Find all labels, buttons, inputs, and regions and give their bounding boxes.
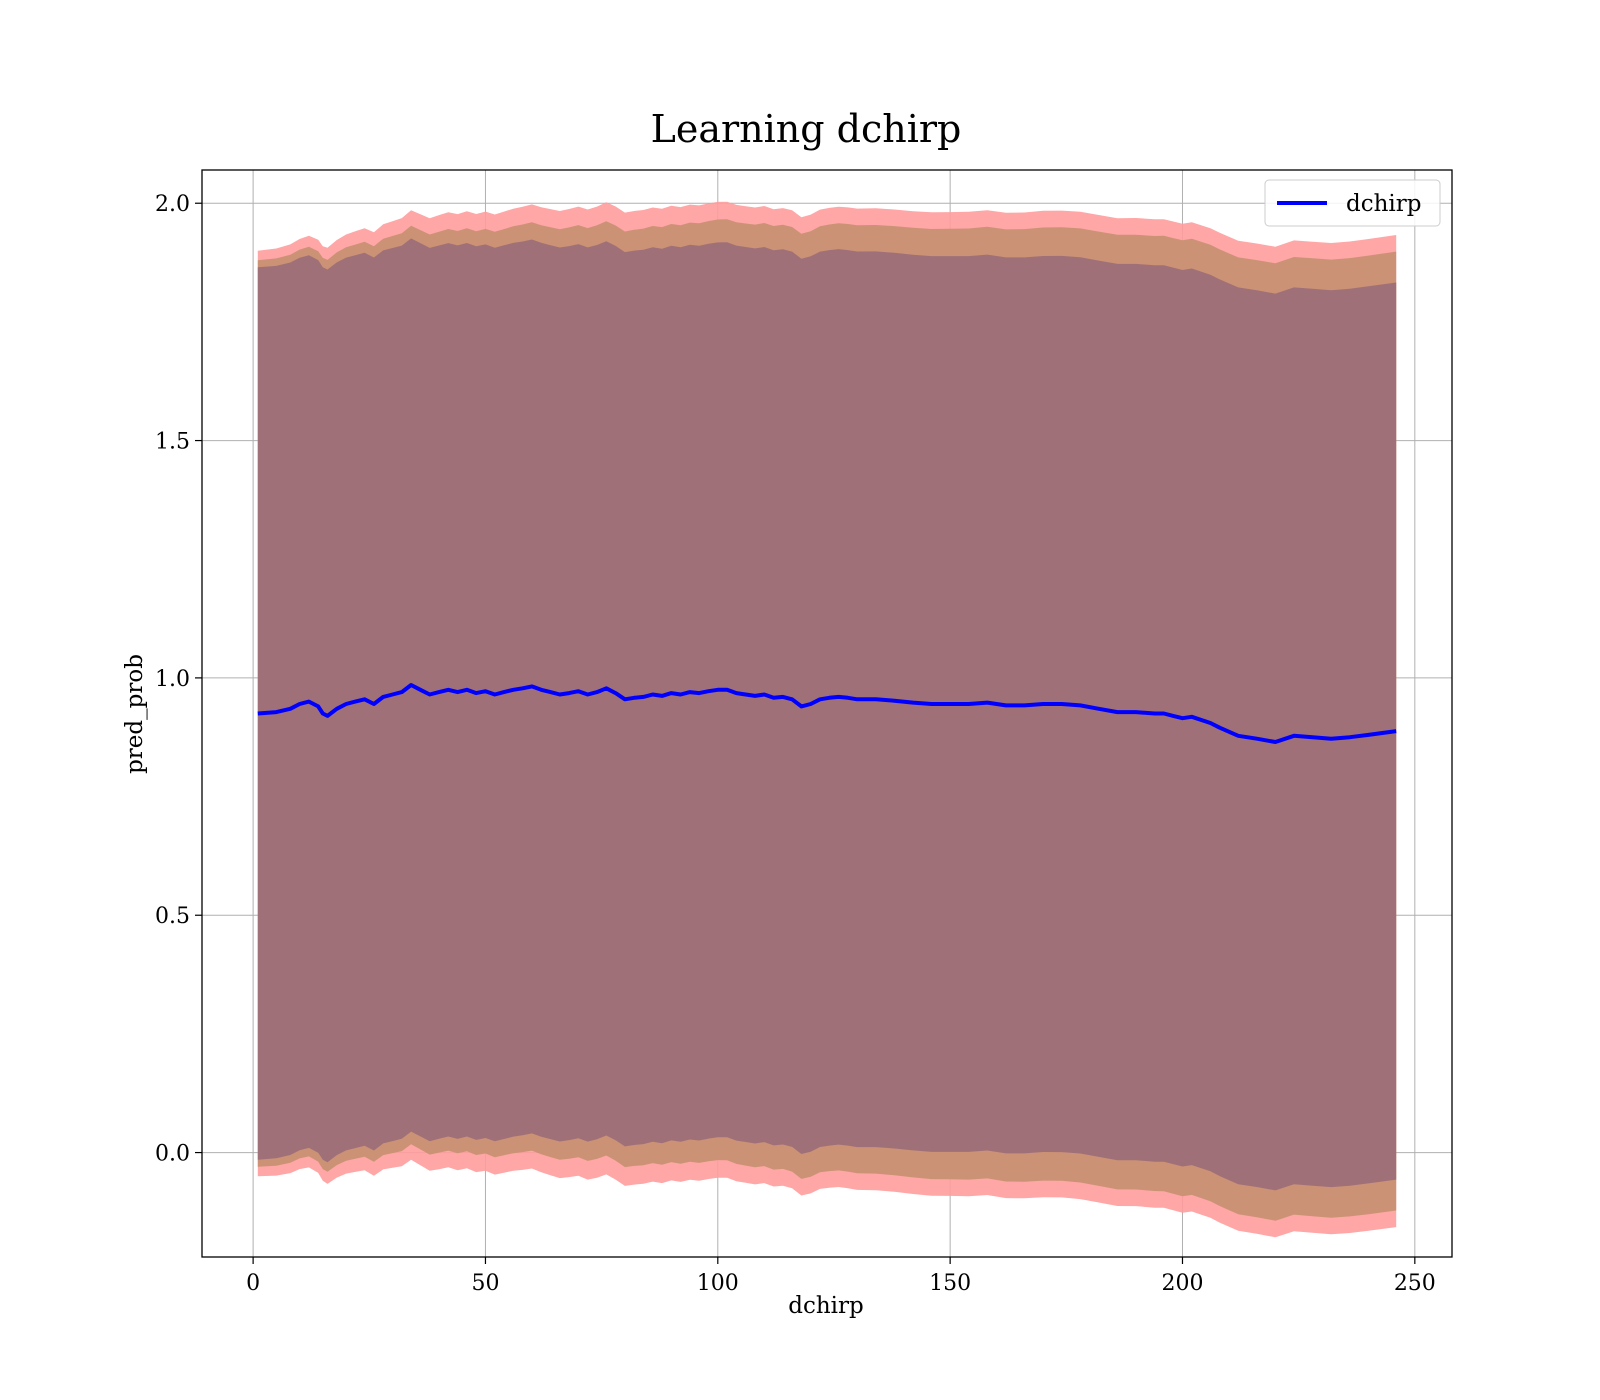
series-line-dchirp [257, 683, 1397, 744]
band-inner [257, 238, 1397, 1191]
legend-label-dchirp: dchirp [1346, 191, 1422, 217]
legend-box [1264, 179, 1441, 227]
x-tick-label: 200 [1161, 1271, 1203, 1296]
y-tick-label: 1.0 [155, 667, 190, 692]
uncertainty-bands [257, 201, 1397, 1238]
y-tick-label: 0.0 [155, 1142, 190, 1167]
y-tick-label: 0.5 [155, 904, 190, 929]
y-tick-label: 2.0 [155, 192, 190, 217]
chart-title: Learning dchirp [651, 107, 962, 151]
x-tick-label: 50 [471, 1271, 499, 1296]
plot-frame [201, 169, 1453, 1258]
x-tick-label: 100 [697, 1271, 739, 1296]
y-tick-label: 1.5 [155, 430, 190, 455]
legend: dchirp [1264, 179, 1441, 227]
x-tick-label: 0 [246, 1271, 260, 1296]
axis-ticks: 0 50 100 150 200 250 0.0 0.5 1.0 1.5 2.0 [155, 192, 1436, 1296]
y-axis-label: pred_prob [122, 654, 148, 774]
series-lines [257, 683, 1397, 744]
x-tick-label: 150 [929, 1271, 971, 1296]
x-tick-label: 250 [1394, 1271, 1436, 1296]
x-axis-label: dchirp [788, 1293, 864, 1319]
